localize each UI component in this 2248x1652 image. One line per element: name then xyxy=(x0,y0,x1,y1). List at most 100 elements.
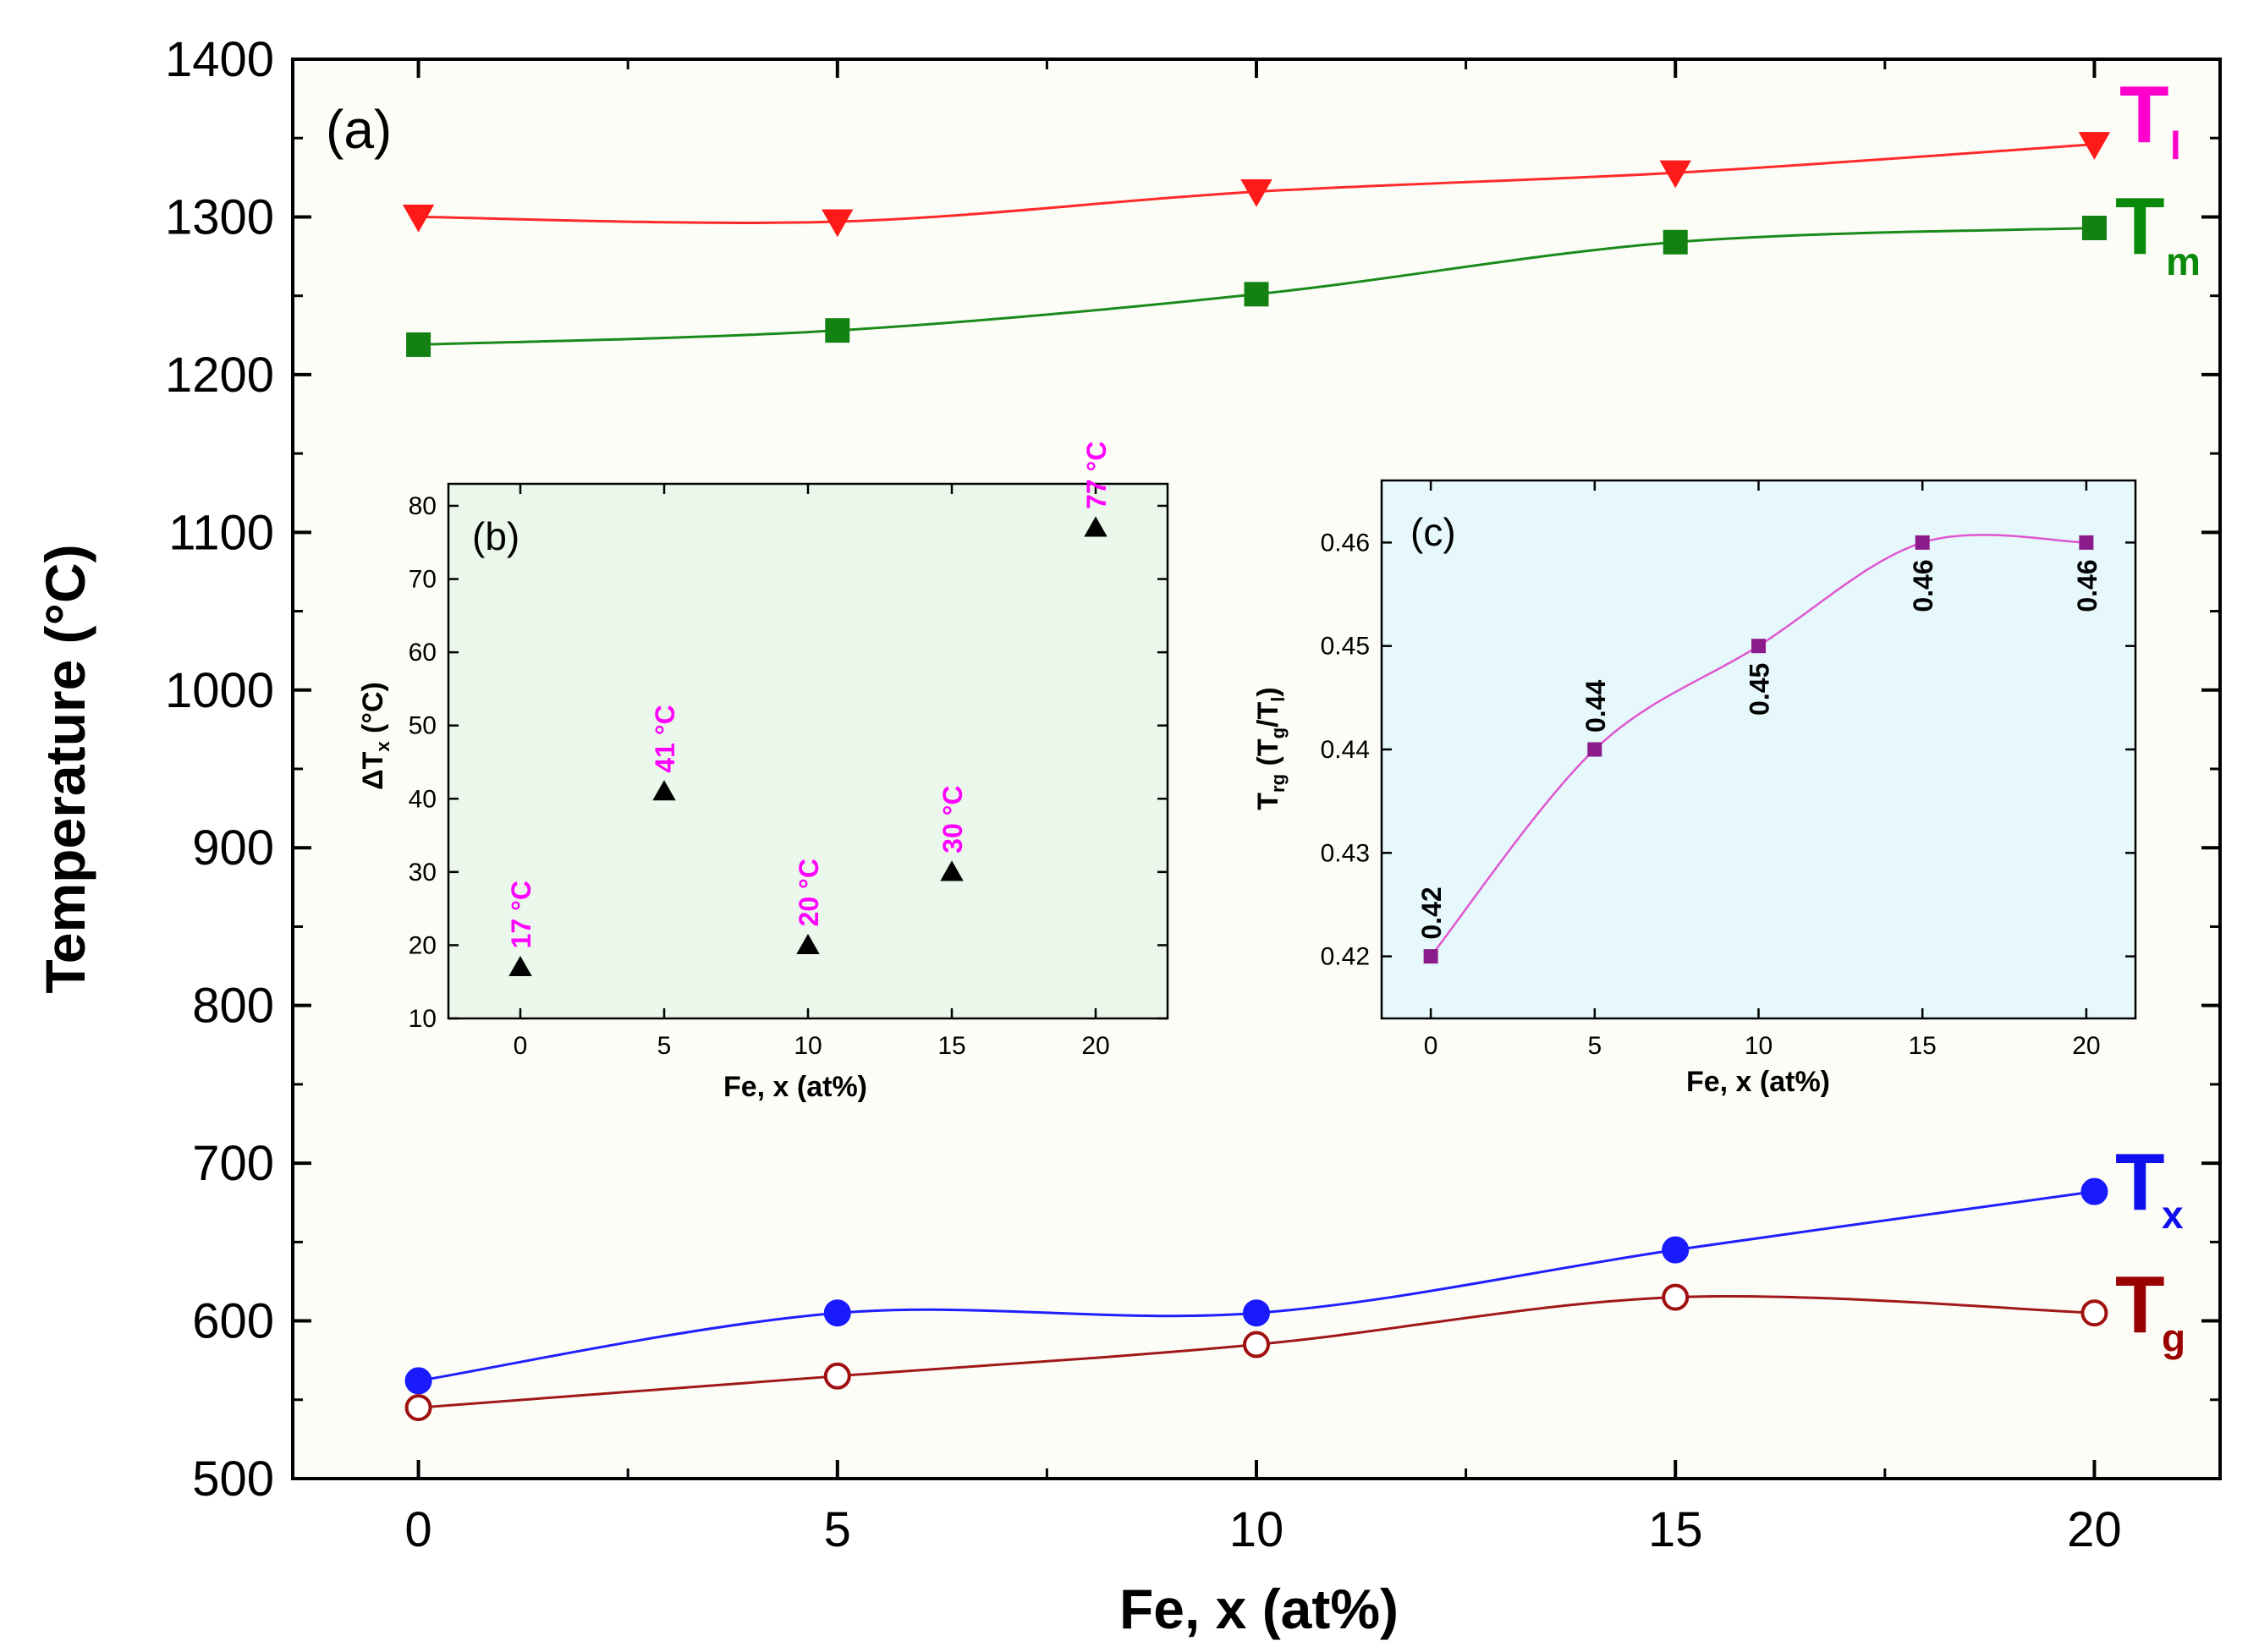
inset-b-x-tick-label: 5 xyxy=(657,1032,672,1060)
inset-b-panel-label: (b) xyxy=(472,514,519,558)
inset-c-chart: 0 5 10 15 200.420.430.440.450.46 0.420.44 0.4… xyxy=(1252,479,2137,1098)
inset-b-y-tick-label: 70 xyxy=(409,566,437,594)
inset-b-y-tick-label: 80 xyxy=(409,492,437,520)
series-point-tm xyxy=(406,332,431,357)
series-point-tx xyxy=(2080,1177,2108,1205)
main-x-tick-label: 5 xyxy=(824,1502,851,1557)
inset-b-y-tick-label: 20 xyxy=(409,931,437,959)
inset-b-point xyxy=(1084,516,1108,537)
main-axes: 0 5 10 15 2050060070080090010001100120013001… xyxy=(165,32,2220,1557)
series-point-tg xyxy=(1243,1331,1270,1358)
series-point-tl xyxy=(2078,132,2111,160)
series-point-tl xyxy=(822,209,854,238)
series-label-tm: T m xyxy=(2115,181,2201,283)
inset-b-value-label: 77 °C xyxy=(1081,442,1112,509)
inset-b-y-axis-title: ΔTx (°C) xyxy=(357,682,393,790)
inset-b-axes: 0 5 10 15 20 10 20 30 40 50 60 70 80 xyxy=(409,484,1168,1060)
inset-c-value-label: 0.46 xyxy=(1908,559,1938,612)
series-label-tx: T x xyxy=(2115,1137,2184,1237)
inset-c-y-tick-label: 0.43 xyxy=(1321,839,1370,867)
main-y-tick-label: 1300 xyxy=(165,189,274,244)
main-y-tick-label: 900 xyxy=(192,821,274,875)
main-y-tick-label: 1000 xyxy=(165,663,274,718)
inset-b-value-label: 41 °C xyxy=(650,705,680,772)
inset-c-x-tick-label: 0 xyxy=(1424,1032,1438,1060)
series-point-tl xyxy=(402,204,435,233)
main-y-tick-label: 1200 xyxy=(165,348,274,403)
main-y-tick-label: 500 xyxy=(192,1452,274,1507)
inset-b-x-tick-label: 15 xyxy=(937,1032,965,1060)
inset-b-point xyxy=(940,860,964,881)
inset-c-y-title-sub1: rg xyxy=(1267,774,1289,793)
inset-c-point xyxy=(2079,535,2094,550)
series-label-tx-sub: x xyxy=(2162,1193,2184,1237)
inset-b-value-label: 17 °C xyxy=(506,881,536,948)
inset-c-y-axis-title: Trg (Tg/Tl) xyxy=(1252,687,1289,810)
series-label-tm-main: T xyxy=(2115,181,2165,272)
inset-c-y-title-mid: (T xyxy=(1252,738,1284,774)
inset-b-x-tick-label: 10 xyxy=(794,1032,822,1060)
inset-b-y-tick-label: 50 xyxy=(409,712,437,740)
main-y-tick-label: 600 xyxy=(192,1294,274,1349)
main-x-axis-title: Fe, x (at%) xyxy=(1119,1578,1399,1640)
series-label-tl-main: T xyxy=(2119,69,2169,160)
main-x-tick-label: 10 xyxy=(1229,1502,1284,1557)
inset-c-y-tick-label: 0.42 xyxy=(1321,943,1370,971)
main-y-axis-title: Temperature (°C) xyxy=(34,544,96,993)
inset-b-plot-area xyxy=(447,482,1169,1020)
inset-c-point xyxy=(1751,639,1766,654)
inset-b-value-label: 30 °C xyxy=(937,785,968,853)
inset-b-x-tick-label: 0 xyxy=(514,1032,528,1060)
inset-c-y-title-end: ) xyxy=(1252,687,1284,696)
series-point-tm xyxy=(825,318,850,343)
inset-c-y-title-main: T xyxy=(1252,793,1284,810)
inset-c-x-tick-label: 10 xyxy=(1745,1032,1773,1060)
inset-c-axes: 0 5 10 15 20 0.42 0.43 0.44 0.45 0.46 xyxy=(1321,480,2135,1060)
series-point-tx xyxy=(404,1367,432,1395)
inset-b-x-axis-title: Fe, x (at%) xyxy=(723,1071,867,1103)
series-label-tg-main: T xyxy=(2115,1260,2165,1350)
series-point-tx xyxy=(1662,1236,1690,1264)
inset-b-chart: 0 5 10 15 20 10 20 30 40 50 60 70 80 17 °C 41 °C 20 °C… xyxy=(357,442,1169,1103)
series-point-tl xyxy=(1240,179,1272,207)
series-point-tg xyxy=(404,1394,432,1422)
main-y-tick-label: 1400 xyxy=(165,32,274,87)
main-x-tick-label: 15 xyxy=(1648,1502,1703,1557)
main-x-tick-label: 20 xyxy=(2067,1502,2122,1557)
inset-c-value-label: 0.42 xyxy=(1416,886,1447,939)
inset-b-y-tick-label: 10 xyxy=(409,1005,437,1033)
series-point-tx xyxy=(1243,1299,1270,1327)
inset-b-y-title-sub: x xyxy=(372,741,393,752)
series-point-tg xyxy=(823,1362,851,1390)
inset-b-point xyxy=(796,934,820,955)
series-point-tg xyxy=(2080,1299,2108,1327)
main-panel-label: (a) xyxy=(326,99,392,160)
inset-c-value-label: 0.46 xyxy=(2072,559,2102,612)
series-label-tg-sub: g xyxy=(2162,1316,2185,1360)
series-label-tl-sub: l xyxy=(2170,123,2181,167)
inset-c-point xyxy=(1587,742,1602,757)
inset-c-value-label: 0.44 xyxy=(1580,680,1611,733)
inset-c-y-title-mid2: /T xyxy=(1252,701,1284,727)
inset-c-y-tick-label: 0.46 xyxy=(1321,529,1370,557)
main-y-tick-label: 800 xyxy=(192,979,274,1034)
series-label-tl: T l xyxy=(2119,69,2181,167)
inset-b-y-tick-label: 40 xyxy=(409,785,437,813)
inset-b-x-tick-label: 20 xyxy=(1081,1032,1109,1060)
series-label-tg: T g xyxy=(2115,1260,2185,1360)
inset-c-plot-area xyxy=(1380,479,2137,1020)
inset-b-point xyxy=(652,780,676,801)
inset-b-points: 17 °C 41 °C 20 °C 30 °C 77 °C xyxy=(506,442,1112,976)
main-x-tick-label: 0 xyxy=(404,1502,431,1557)
inset-c-x-tick-label: 20 xyxy=(2072,1032,2100,1060)
series-point-tm xyxy=(1663,229,1688,255)
inset-c-x-tick-label: 15 xyxy=(1909,1032,1937,1060)
main-series-markers xyxy=(402,132,2111,1422)
inset-b-y-title-main: ΔT xyxy=(357,751,389,789)
series-point-tl xyxy=(1659,160,1691,189)
inset-c-value-label: 0.45 xyxy=(1745,663,1775,716)
inset-c-point xyxy=(1915,535,1930,550)
inset-c-panel-label: (c) xyxy=(1410,510,1456,554)
inset-c-x-axis-title: Fe, x (at%) xyxy=(1686,1066,1830,1098)
